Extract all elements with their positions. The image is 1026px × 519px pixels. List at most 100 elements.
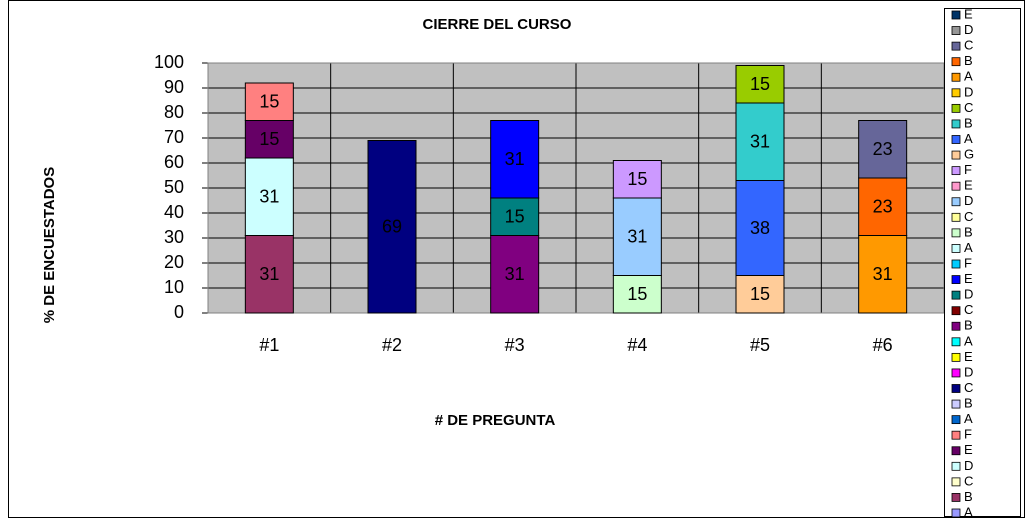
legend-swatch xyxy=(951,275,961,284)
legend-swatch xyxy=(951,259,961,269)
bar-segment xyxy=(612,275,662,314)
legend-label: A xyxy=(964,69,973,84)
legend-swatch xyxy=(951,493,961,502)
data-label: 15 xyxy=(627,169,647,189)
legend-swatch xyxy=(951,508,961,518)
legend-swatch xyxy=(951,103,961,113)
data-label: 15 xyxy=(259,92,279,112)
x-tick-label: #6 xyxy=(873,335,893,355)
legend-label: C xyxy=(964,473,973,488)
data-label: 31 xyxy=(259,187,279,207)
legend-label: C xyxy=(964,100,973,115)
legend-label: A xyxy=(964,504,973,519)
y-tick-label: 80 xyxy=(164,102,184,122)
bar-segment xyxy=(244,235,294,314)
legend-swatch xyxy=(951,446,961,456)
data-label: 15 xyxy=(750,74,770,94)
legend-label: B xyxy=(964,115,973,130)
data-label: 31 xyxy=(873,264,893,284)
legend-label: G xyxy=(964,147,974,162)
legend-label: D xyxy=(964,84,973,99)
bar-segment xyxy=(244,120,294,159)
legend-swatch xyxy=(951,415,961,425)
bar-segment xyxy=(612,197,662,276)
legend-label: B xyxy=(964,396,973,411)
legend-label: A xyxy=(964,131,973,146)
legend-swatch xyxy=(951,119,961,129)
data-label: 15 xyxy=(750,284,770,304)
legend-label: C xyxy=(964,38,973,53)
x-tick-label: #4 xyxy=(627,335,647,355)
bar-segment xyxy=(735,180,785,276)
bar-segment xyxy=(858,120,908,179)
data-label: 23 xyxy=(873,197,893,217)
data-label: 38 xyxy=(750,218,770,238)
legend-swatch xyxy=(951,166,961,176)
legend-label: C xyxy=(964,380,973,395)
legend-swatch xyxy=(951,430,961,440)
legend-swatch xyxy=(951,72,961,82)
legend-swatch xyxy=(951,57,961,67)
legend-label: D xyxy=(964,22,973,37)
legend-label: E xyxy=(964,6,973,21)
bar-segment xyxy=(735,275,785,314)
chart-title: CIERRE DEL CURSO xyxy=(423,16,572,33)
legend-swatch xyxy=(951,181,961,191)
legend-label: A xyxy=(964,411,973,426)
legend-swatch xyxy=(951,197,961,207)
data-label: 31 xyxy=(627,227,647,247)
legend-label: E xyxy=(964,349,973,364)
bar-segment xyxy=(735,102,785,181)
x-axis-title: # DE PREGUNTA xyxy=(435,412,556,429)
bar-segment xyxy=(490,235,540,314)
bar-segment xyxy=(490,120,540,199)
legend-swatch xyxy=(951,26,961,35)
data-label: 69 xyxy=(382,217,402,237)
legend-label: F xyxy=(964,427,972,442)
data-label: 31 xyxy=(505,264,525,284)
y-tick-label: 20 xyxy=(164,252,184,272)
legend-label: B xyxy=(964,53,973,68)
bar-segment xyxy=(490,197,540,236)
legend-label: F xyxy=(964,162,972,177)
y-tick-label: 30 xyxy=(164,227,184,247)
data-label: 15 xyxy=(505,207,525,227)
legend-label: B xyxy=(964,318,973,333)
legend-swatch xyxy=(951,399,961,409)
legend-label: D xyxy=(964,458,973,473)
legend-swatch xyxy=(951,150,961,160)
legend-swatch xyxy=(951,41,961,51)
x-tick-label: #2 xyxy=(382,335,402,355)
legend-label: E xyxy=(964,442,973,457)
y-tick-label: 90 xyxy=(164,77,184,97)
data-label: 23 xyxy=(873,139,893,159)
y-tick-label: 50 xyxy=(164,177,184,197)
legend-swatch xyxy=(951,244,961,253)
data-label: 15 xyxy=(259,129,279,149)
y-axis-title: % DE ENCUESTADOS xyxy=(41,167,58,323)
y-tick-label: 40 xyxy=(164,202,184,222)
legend-label: B xyxy=(964,489,973,504)
data-label: 15 xyxy=(627,284,647,304)
y-tick-label: 70 xyxy=(164,127,184,147)
legend-label: C xyxy=(964,209,973,224)
bar-segment xyxy=(244,82,294,121)
legend-swatch xyxy=(951,88,961,98)
legend-swatch xyxy=(951,290,961,300)
data-label: 31 xyxy=(259,264,279,284)
legend-label: B xyxy=(964,224,973,239)
legend-label: F xyxy=(964,255,972,270)
y-tick-label: 60 xyxy=(164,152,184,172)
data-label: 31 xyxy=(505,149,525,169)
x-tick-label: #5 xyxy=(750,335,770,355)
legend-swatch xyxy=(951,352,961,362)
legend-label: D xyxy=(964,364,973,379)
legend-label: A xyxy=(964,333,973,348)
legend-label: D xyxy=(964,287,973,302)
bar-segment xyxy=(244,157,294,236)
legend-swatch xyxy=(951,228,961,238)
y-tick-label: 0 xyxy=(174,302,184,322)
legend-swatch xyxy=(951,10,961,20)
